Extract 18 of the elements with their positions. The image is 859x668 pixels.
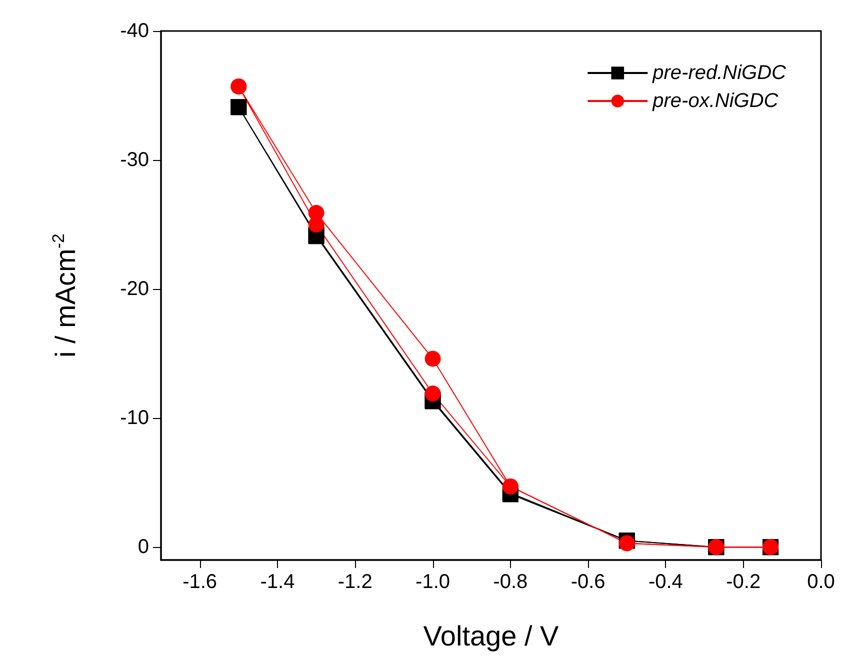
x-tick-label: -1.2 <box>338 571 372 593</box>
x-tick-label: -1.4 <box>260 571 295 593</box>
y-tick-label: -30 <box>120 149 149 172</box>
y-tick-label: 0 <box>138 536 149 558</box>
y-axis-title: i / mAcm-2 <box>49 233 81 358</box>
y-tick-label: -40 <box>120 20 149 42</box>
y-tick-label: -10 <box>120 407 149 430</box>
legend-label: pre-red.NiGDC <box>652 62 787 84</box>
legend-label: pre-ox.NiGDC <box>652 90 779 112</box>
x-tick-label: -1.6 <box>182 571 218 593</box>
x-tick-label: -0.2 <box>726 571 761 593</box>
x-tick-label: -0.4 <box>648 571 683 593</box>
x-tick-label: -0.8 <box>493 571 528 593</box>
x-axis-title: Voltage / V <box>423 620 560 652</box>
x-tick-label: -0.6 <box>570 571 606 593</box>
x-tick-label: -1.0 <box>416 571 450 593</box>
y-tick-label: -20 <box>120 278 149 300</box>
x-tick-label: 0.0 <box>807 571 835 593</box>
